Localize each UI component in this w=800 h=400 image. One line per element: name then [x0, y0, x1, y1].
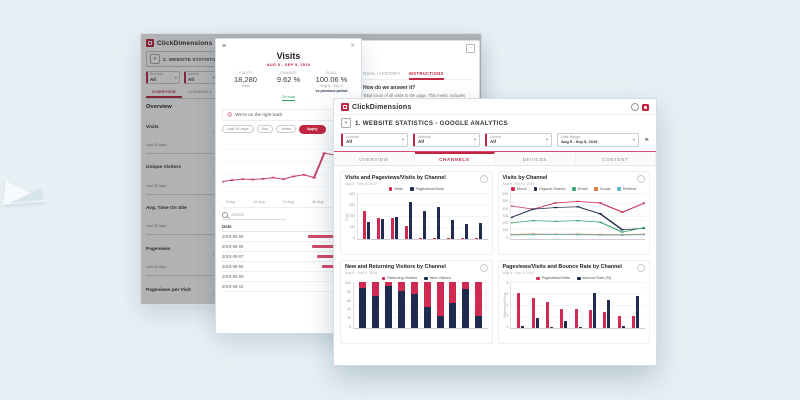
overview-heading: Overview: [146, 104, 172, 110]
tab-instructions[interactable]: INSTRUCTIONS: [408, 71, 444, 80]
visits-trend-chart: [222, 137, 355, 199]
dashboard-window-google-analytics: ClickDimensions ▾ 1. WEBSITE STATISTICS …: [333, 98, 657, 366]
clickdimensions-logo-icon: [341, 103, 349, 111]
close-icon[interactable]: ✕: [350, 42, 355, 49]
chart-options-icon[interactable]: [637, 175, 645, 183]
x-axis-labels: Organic SearchPaid SearchDirectDisplayRe…: [357, 240, 488, 253]
tab-devices[interactable]: DEVICES: [495, 152, 576, 165]
stat-goal: GOAL 100.06 % Aug 5 - Sep 5 vs previous …: [315, 71, 348, 93]
modal-date-range: AUG 5 - SEP 5, 2019: [266, 62, 311, 67]
metric-row[interactable]: Pageviews per Visit Last 30 days ›: [146, 276, 214, 304]
chart-legend: Visits Pageviews/Visits: [345, 187, 488, 191]
chevron-down-icon: ▾: [473, 137, 476, 142]
chart-visits-by-channel: Visits by Channel Aug 5 - Sep 5, 2019 Di…: [497, 171, 650, 256]
target-icon: ◎: [227, 111, 233, 118]
filter-device[interactable]: Device All ▾: [485, 133, 552, 147]
chevron-down-icon: ▾: [174, 74, 177, 80]
pill-day[interactable]: Day: [256, 125, 274, 133]
instructions-heading: How do we answer it?: [363, 85, 416, 91]
search-icon: [222, 211, 228, 218]
chart-legend: Pageviews/Visits Bounce Rate (%): [503, 276, 646, 280]
stats-row: VISITS 18,280 Visits CHANGE 9.62 % On tr…: [224, 71, 353, 104]
tab-content[interactable]: CONTENT: [576, 152, 656, 165]
chevron-right-icon: ›: [212, 129, 214, 136]
metrics-list: Visits Last 30 days › Unique Visitors La…: [146, 113, 346, 304]
row-bar: [307, 234, 346, 238]
x-axis-labels: Organic SearchPaid SearchDirectDisplayRe…: [515, 329, 646, 342]
stat-visits: VISITS 18,280 Visits: [234, 71, 257, 89]
tab-goal-history[interactable]: GOAL / HISTORY: [363, 71, 401, 76]
metric-row[interactable]: Visits Last 30 days ›: [146, 113, 214, 154]
chart-pageviews-bounce-rate: Pageviews/Visits and Bounce Rate by Chan…: [497, 260, 650, 345]
search-input[interactable]: Search: [222, 211, 286, 220]
chevron-down-icon: ▾: [545, 137, 548, 142]
front-tab-bar: OVERVIEW CHANNELS DEVICES CONTENT: [334, 152, 656, 166]
filter-website[interactable]: Website All ▾: [413, 133, 480, 147]
modal-title: Visits: [276, 51, 301, 61]
apply-button[interactable]: Apply: [298, 124, 326, 134]
tab-overview[interactable]: OVERVIEW: [146, 88, 182, 98]
filter-account[interactable]: Account All ▾: [341, 133, 408, 147]
instructions-tab-bar: GOAL / HISTORY INSTRUCTIONS: [363, 71, 473, 80]
metric-row[interactable]: Avg. Time On Site Last 30 days ›: [146, 195, 214, 236]
chevron-down-icon: ▾: [150, 54, 160, 64]
metric-row[interactable]: Unique Visitors Last 30 days ›: [146, 154, 214, 195]
metric-row[interactable]: Pageviews Last 30 days ›: [146, 235, 214, 277]
pill-range[interactable]: Last 30 days: [222, 125, 254, 133]
chevron-right-icon: ›: [212, 252, 214, 259]
tab-channels[interactable]: CHANNELS: [187, 89, 213, 94]
back-tab-bar: OVERVIEW CHANNELS: [146, 88, 218, 99]
profile-icon[interactable]: [642, 103, 649, 111]
app-header: ClickDimensions: [334, 99, 656, 115]
tab-channels[interactable]: CHANNELS: [414, 152, 495, 165]
chart-legend: Returning Visitors New Visitors: [345, 276, 488, 280]
chevron-down-icon: ▾: [212, 74, 215, 80]
brand-name: ClickDimensions: [352, 103, 412, 111]
brand-name: ClickDimensions: [157, 39, 213, 47]
chevron-down-icon: ▾: [341, 118, 351, 128]
stat-change: CHANGE 9.62 % On track: [276, 71, 301, 101]
chevron-right-icon: ›: [212, 211, 214, 218]
date-range-filter[interactable]: Date Range Aug 5 - Sep 5, 2019 ▾: [557, 133, 639, 147]
paper-plane-decoration: [2, 181, 50, 211]
pill-week[interactable]: Week: [276, 125, 296, 133]
dashboard-title: 1. WEBSITE STATISTICS - GOOGLE ANALYTICS: [355, 119, 508, 127]
expand-icon[interactable]: ⌃: [466, 44, 475, 53]
filter-bar: Account All ▾ Website All ▾ Device All ▾…: [334, 130, 656, 151]
filter-account[interactable]: Account All ▾: [146, 71, 180, 84]
chevron-right-icon: ›: [212, 293, 214, 300]
chevron-right-icon: ›: [212, 170, 214, 177]
row-bar: [317, 254, 346, 258]
menu-icon[interactable]: ≡: [222, 43, 227, 50]
row-bar: [312, 244, 346, 248]
chart-options-icon[interactable]: [479, 175, 488, 183]
x-axis-labels: Organic SearchPaid SearchDirectDisplayRe…: [357, 329, 488, 342]
accent-divider: [334, 151, 656, 152]
bookmark-icon[interactable]: ⚑: [644, 137, 650, 144]
chart-legend: Direct Organic Search Email Social Referral: [503, 187, 646, 191]
chart-options-icon[interactable]: [479, 264, 488, 273]
help-icon[interactable]: [631, 103, 639, 111]
chevron-down-icon: ▾: [401, 137, 404, 142]
app-header: ClickDimensions: [146, 39, 346, 47]
chart-new-returning-visitors: New and Returning Visitors by Channel Au…: [340, 260, 493, 345]
chevron-down-icon: ▾: [632, 137, 635, 142]
chart-visits-pageviews-by-channel: Visits and Pageviews/Visits by Channel A…: [340, 171, 493, 256]
clickdimensions-logo-icon: [146, 39, 154, 47]
tab-overview[interactable]: OVERVIEW: [334, 152, 415, 165]
granularity-pills: Last 30 days Day Week Apply: [222, 124, 355, 134]
filter-device[interactable]: Device All ▾: [184, 71, 218, 84]
chart-options-icon[interactable]: [637, 264, 645, 273]
